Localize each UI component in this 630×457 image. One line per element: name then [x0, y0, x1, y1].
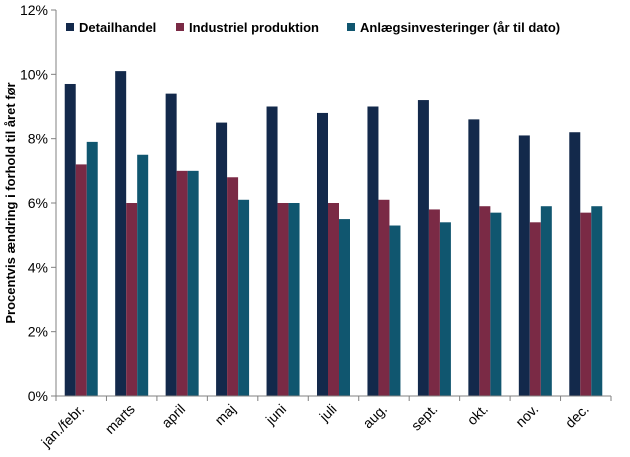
x-tick-label: nov. — [512, 401, 541, 430]
y-axis-ticks: 0% 2% 4% 6% 8% 10% 12% — [20, 2, 56, 404]
bar — [176, 170, 188, 396]
axes — [55, 10, 611, 397]
bar — [266, 106, 278, 396]
bar — [389, 225, 401, 396]
bar — [277, 203, 289, 396]
y-tick-label: 10% — [20, 66, 48, 82]
bar — [378, 199, 390, 396]
bar — [187, 170, 199, 396]
bar — [115, 71, 127, 396]
bar — [339, 219, 350, 396]
x-tick-label: juli — [315, 401, 339, 425]
y-tick-label: 4% — [28, 259, 48, 275]
bar — [479, 206, 491, 396]
bar — [288, 203, 300, 396]
bar — [86, 141, 98, 396]
y-tick-label: 0% — [28, 388, 48, 404]
y-tick-label: 2% — [28, 324, 48, 340]
x-tick-label: aug. — [359, 401, 390, 432]
x-tick-label: sept. — [408, 401, 441, 434]
bar — [137, 154, 149, 396]
bar — [227, 177, 239, 396]
bar — [518, 135, 530, 396]
legend-swatch — [176, 23, 184, 31]
legend-label: Detailhandel — [79, 20, 156, 35]
x-tick-label: jan./febr. — [37, 401, 87, 451]
legend-label: Anlægsinvesteringer (år til dato) — [360, 20, 560, 35]
bar — [439, 222, 451, 396]
bar — [328, 203, 339, 396]
bar — [529, 222, 541, 396]
bar — [490, 212, 502, 396]
x-tick-label: dec. — [562, 401, 592, 431]
bar-marks — [64, 71, 603, 397]
bar — [367, 106, 379, 396]
x-axis-ticks: jan./febr. marts april maj juni juli aug. sept.… — [37, 396, 612, 451]
bar — [75, 164, 87, 396]
legend-swatch — [347, 23, 355, 31]
bar — [64, 83, 76, 396]
y-tick-label: 6% — [28, 195, 48, 211]
y-tick-label: 12% — [20, 2, 48, 18]
bar — [165, 93, 177, 396]
bar — [569, 132, 581, 396]
bar — [126, 203, 138, 396]
bar — [216, 122, 228, 396]
x-tick-label: okt. — [464, 401, 491, 428]
x-tick-label: april — [158, 401, 188, 431]
legend-label: Industriel produktion — [189, 20, 319, 35]
bar — [238, 199, 250, 396]
legend: Detailhandel Industriel produktion Anlægsi… — [66, 20, 560, 35]
y-tick-label: 8% — [28, 131, 48, 147]
bar — [591, 206, 603, 396]
bar — [417, 100, 429, 397]
bar — [317, 112, 328, 396]
y-axis-label: Procentvis ændring i forhold til året fø… — [3, 82, 18, 323]
bar — [540, 206, 552, 396]
bar — [428, 209, 440, 396]
bar — [468, 119, 480, 396]
x-tick-label: maj — [211, 401, 238, 428]
x-tick-label: marts — [102, 401, 138, 437]
x-tick-label: juni — [262, 401, 289, 428]
legend-swatch — [66, 23, 74, 31]
bar — [580, 212, 592, 396]
